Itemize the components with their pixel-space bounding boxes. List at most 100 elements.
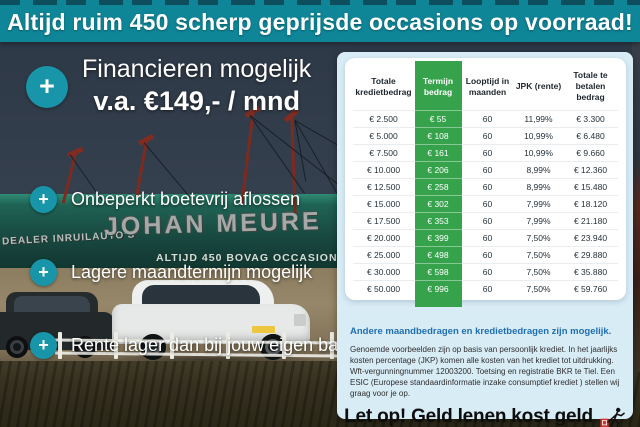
table-cell: € 996 xyxy=(414,280,462,298)
finance-table-body: € 2.500 € 55 60 11,99% € 3.300 € 5.000 € 108 60… xyxy=(352,110,618,298)
table-cell: 60 xyxy=(461,195,514,213)
benefit-label: Rente lager dan bij jouw eigen bank xyxy=(71,335,358,355)
benefit-list: + Onbeperkt boetevrij aflossen + Lagere maa… xyxy=(30,186,357,359)
table-row: € 20.000 € 399 60 7,50% € 23.940 xyxy=(352,229,618,247)
table-cell: 60 xyxy=(461,144,514,162)
table-row: € 50.000 € 996 60 7,50% € 59.760 xyxy=(352,280,618,298)
table-cell: € 5.000 xyxy=(352,127,415,145)
table-cell: € 59.760 xyxy=(563,280,618,298)
table-cell: 11,99% xyxy=(513,110,564,128)
table-cell: 7,50% xyxy=(513,280,564,298)
table-cell: € 258 xyxy=(414,178,462,196)
table-cell: € 50.000 xyxy=(352,280,415,298)
table-cell: € 55 xyxy=(414,110,462,128)
table-header-cell: Totale te betalen bedrag xyxy=(573,70,608,103)
benefit-item: + Rente lager dan bij jouw eigen bank xyxy=(30,332,357,359)
fence-post xyxy=(282,332,286,359)
warning-text: Let op! Geld lenen kost geld xyxy=(344,406,593,427)
table-row: € 15.000 € 302 60 7,99% € 18.120 xyxy=(352,195,618,213)
table-row: € 7.500 € 161 60 10,99% € 9.660 xyxy=(352,144,618,162)
table-header-cell: JPK (rente) xyxy=(515,81,562,92)
benefit-item: + Lagere maandtermijn mogelijk xyxy=(30,259,357,286)
benefit-label: Onbeperkt boetevrij aflossen xyxy=(71,189,301,209)
table-cell: € 35.880 xyxy=(563,263,618,281)
table-cell: 60 xyxy=(461,110,514,128)
table-cell: € 15.000 xyxy=(352,195,415,213)
table-cell: 60 xyxy=(461,212,514,230)
money-warning-icon xyxy=(600,407,625,427)
fence-post xyxy=(58,332,62,359)
table-row: € 5.000 € 108 60 10,99% € 6.480 xyxy=(352,127,618,145)
table-cell: 60 xyxy=(461,280,514,298)
table-header-cell: Totale kredietbedrag xyxy=(355,75,412,97)
finance-highlight: + Financieren mogelijk v.a. €149,- / mnd xyxy=(26,54,311,119)
plus-icon: + xyxy=(30,332,57,359)
table-cell: 7,50% xyxy=(513,229,564,247)
table-cell: € 18.120 xyxy=(563,195,618,213)
table-row: € 25.000 € 498 60 7,50% € 29.880 xyxy=(352,246,618,264)
top-banner: Altijd ruim 450 scherp geprijsde occasio… xyxy=(0,0,640,42)
table-cell: 60 xyxy=(461,263,514,281)
table-cell: 60 xyxy=(461,229,514,247)
benefit-item: + Onbeperkt boetevrij aflossen xyxy=(30,186,357,213)
table-cell: € 302 xyxy=(414,195,462,213)
table-cell: 60 xyxy=(461,127,514,145)
finance-panel: Totale kredietbedrag Termijn bedrag Loopti… xyxy=(337,52,633,427)
table-cell: 7,50% xyxy=(513,246,564,264)
plus-icon: + xyxy=(30,259,57,286)
table-header-cell: Termijn bedrag xyxy=(414,61,462,111)
table-cell: € 20.000 xyxy=(352,229,415,247)
table-cell: € 30.000 xyxy=(352,263,415,281)
table-cell: 60 xyxy=(461,161,514,179)
finance-line1: Financieren mogelijk xyxy=(82,55,312,83)
fence-post xyxy=(226,332,230,359)
dealer-sign-fascia: ALTIJD 450 BOVAG OCCASIONS xyxy=(156,252,346,264)
table-cell: € 23.940 xyxy=(563,229,618,247)
table-cell: 7,99% xyxy=(513,212,564,230)
table-cell: € 7.500 xyxy=(352,144,415,162)
footer-subtitle: Andere maandbedragen en kredietbedragen … xyxy=(350,326,612,338)
table-cell: € 399 xyxy=(414,229,462,247)
table-cell: € 9.660 xyxy=(563,144,618,162)
table-row: € 10.000 € 206 60 8,99% € 12.360 xyxy=(352,161,618,179)
table-cell: 7,99% xyxy=(513,195,564,213)
car-window xyxy=(142,285,260,305)
suv-window xyxy=(14,296,90,312)
table-row: € 2.500 € 55 60 11,99% € 3.300 xyxy=(352,110,618,128)
table-row: € 17.500 € 353 60 7,99% € 21.180 xyxy=(352,212,618,230)
table-cell: 10,99% xyxy=(513,144,564,162)
table-cell: € 161 xyxy=(414,144,462,162)
table-cell: 7,50% xyxy=(513,263,564,281)
suv-wheel xyxy=(6,336,28,358)
table-cell: 10,99% xyxy=(513,127,564,145)
table-cell: € 12.360 xyxy=(563,161,618,179)
table-cell: € 353 xyxy=(414,212,462,230)
table-cell: 60 xyxy=(461,246,514,264)
table-cell: 60 xyxy=(461,178,514,196)
table-cell: € 2.500 xyxy=(352,110,415,128)
car-wheel xyxy=(140,334,166,360)
footer-disclaimer: Genoemde voorbeelden zijn op basis van p… xyxy=(350,345,620,399)
table-cell: € 498 xyxy=(414,246,462,264)
table-cell: € 3.300 xyxy=(563,110,618,128)
table-cell: € 17.500 xyxy=(352,212,415,230)
finance-highlight-text: Financieren mogelijk v.a. €149,- / mnd xyxy=(82,54,311,119)
finance-table: Totale kredietbedrag Termijn bedrag Loopti… xyxy=(352,61,618,298)
panel-footer: Andere maandbedragen en kredietbedragen … xyxy=(337,300,633,427)
table-cell: € 206 xyxy=(414,161,462,179)
license-plate xyxy=(252,326,275,333)
table-cell: € 108 xyxy=(414,127,462,145)
fence-post xyxy=(114,332,118,359)
table-cell: € 598 xyxy=(414,263,462,281)
finance-table-head: Totale kredietbedrag Termijn bedrag Loopti… xyxy=(353,61,618,111)
plus-icon: + xyxy=(30,186,57,213)
banner-text: Altijd ruim 450 scherp geprijsde occasio… xyxy=(7,9,633,35)
benefit-label: Lagere maandtermijn mogelijk xyxy=(71,262,313,282)
table-cell: 8,99% xyxy=(513,161,564,179)
plus-icon: + xyxy=(26,65,68,108)
table-row: € 30.000 € 598 60 7,50% € 35.880 xyxy=(352,263,618,281)
table-cell: € 15.480 xyxy=(563,178,618,196)
table-cell: € 21.180 xyxy=(563,212,618,230)
table-cell: € 29.880 xyxy=(563,246,618,264)
